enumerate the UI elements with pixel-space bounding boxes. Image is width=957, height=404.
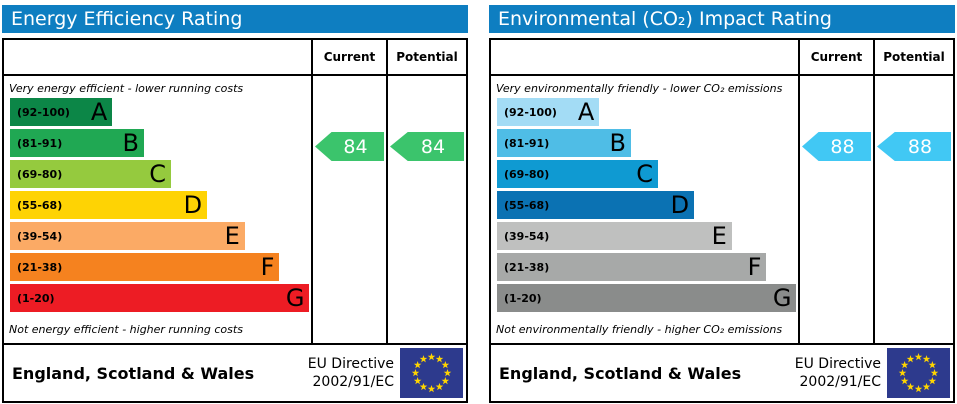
eu-flag-icon [887, 348, 950, 398]
current-column-header: Current [311, 40, 386, 74]
band-row-g: (1-20) G [10, 284, 310, 312]
band-range-label: (81-91) [17, 136, 63, 150]
rating-table: Current Potential Very environmentally f… [489, 38, 955, 403]
rating-bands: (92-100) A (81-91) B (69-80) C (55-68) [491, 98, 798, 312]
band-row-f: (21-38) F [497, 253, 767, 281]
band-range-label: (92-100) [17, 105, 70, 119]
band-row-b: (81-91) B [497, 129, 631, 157]
band-range-label: (39-54) [17, 229, 63, 243]
band-range-label: (55-68) [504, 198, 550, 212]
potential-column-header: Potential [386, 40, 466, 74]
eu-directive-label: EU Directive 2002/91/EC [794, 355, 881, 390]
current-column: 84 [311, 76, 386, 343]
band-letter: A [90, 98, 108, 126]
band-range-label: (1-20) [504, 291, 542, 305]
band-letter: D [670, 191, 690, 219]
band-row-e: (39-54) E [497, 222, 732, 250]
top-note: Very environmentally friendly - lower CO… [496, 82, 783, 95]
band-range-label: (39-54) [504, 229, 550, 243]
potential-column: 84 [386, 76, 466, 343]
panel-title: Energy Efficiency Rating [2, 5, 468, 33]
header-spacer-cell [491, 40, 798, 74]
top-note: Very energy efficient - lower running co… [9, 82, 244, 95]
potential-rating-arrow: 88 [877, 132, 951, 161]
footer-region-label: England, Scotland & Wales [12, 363, 255, 383]
band-letter: F [260, 253, 275, 281]
potential-rating-value: 84 [420, 135, 446, 158]
rating-bands: (92-100) A (81-91) B (69-80) C (55-68) [4, 98, 311, 312]
band-row-e: (39-54) E [10, 222, 245, 250]
band-row-d: (55-68) D [10, 191, 208, 219]
current-rating-value: 88 [830, 135, 855, 158]
bands-column: Very energy efficient - lower running co… [4, 76, 311, 343]
header-spacer-cell [4, 40, 311, 74]
potential-column-header: Potential [873, 40, 953, 74]
eu-flag-icon [400, 348, 463, 398]
band-range-label: (55-68) [17, 198, 63, 212]
table-footer: England, Scotland & Wales EU Directive 2… [4, 343, 466, 401]
rating-table: Current Potential Very energy efficient … [2, 38, 468, 403]
band-row-f: (21-38) F [10, 253, 280, 281]
band-range-label: (69-80) [17, 167, 63, 181]
band-range-label: (21-38) [504, 260, 550, 274]
potential-rating-value: 88 [907, 135, 933, 158]
band-letter: B [609, 129, 626, 157]
energy-efficiency-panel: Energy Efficiency Rating Current Potenti… [2, 0, 468, 404]
bottom-note: Not environmentally friendly - higher CO… [496, 323, 783, 336]
environmental-impact-panel: Environmental (CO₂) Impact Rating Curren… [489, 0, 955, 404]
potential-rating-arrow: 84 [390, 132, 464, 161]
table-header-row: Current Potential [4, 40, 466, 76]
band-letter: C [149, 160, 167, 188]
band-letter: C [636, 160, 654, 188]
band-range-label: (21-38) [17, 260, 63, 274]
band-letter: D [183, 191, 203, 219]
band-row-g: (1-20) G [497, 284, 797, 312]
band-letter: F [747, 253, 762, 281]
band-range-label: (92-100) [504, 105, 557, 119]
current-column-header: Current [798, 40, 873, 74]
current-column: 88 [798, 76, 873, 343]
band-range-label: (1-20) [17, 291, 55, 305]
band-row-a: (92-100) A [10, 98, 113, 126]
current-rating-value: 84 [343, 135, 368, 158]
potential-column: 88 [873, 76, 953, 343]
current-rating-arrow: 88 [802, 132, 871, 161]
band-row-a: (92-100) A [497, 98, 600, 126]
band-letter: A [577, 98, 595, 126]
footer-region-label: England, Scotland & Wales [499, 363, 742, 383]
current-rating-arrow: 84 [315, 132, 384, 161]
band-letter: G [772, 284, 792, 312]
bands-column: Very environmentally friendly - lower CO… [491, 76, 798, 343]
band-letter: B [122, 129, 139, 157]
table-footer: England, Scotland & Wales EU Directive 2… [491, 343, 953, 401]
band-row-b: (81-91) B [10, 129, 144, 157]
band-letter: E [711, 222, 727, 250]
band-letter: G [285, 284, 305, 312]
rating-body: Very environmentally friendly - lower CO… [491, 76, 953, 343]
band-range-label: (69-80) [504, 167, 550, 181]
table-header-row: Current Potential [491, 40, 953, 76]
band-letter: E [224, 222, 240, 250]
band-range-label: (81-91) [504, 136, 550, 150]
bottom-note: Not energy efficient - higher running co… [9, 323, 243, 336]
band-row-c: (69-80) C [10, 160, 172, 188]
panel-title: Environmental (CO₂) Impact Rating [489, 5, 955, 33]
band-row-d: (55-68) D [497, 191, 695, 219]
eu-directive-label: EU Directive 2002/91/EC [307, 355, 394, 390]
band-row-c: (69-80) C [497, 160, 659, 188]
rating-body: Very energy efficient - lower running co… [4, 76, 466, 343]
